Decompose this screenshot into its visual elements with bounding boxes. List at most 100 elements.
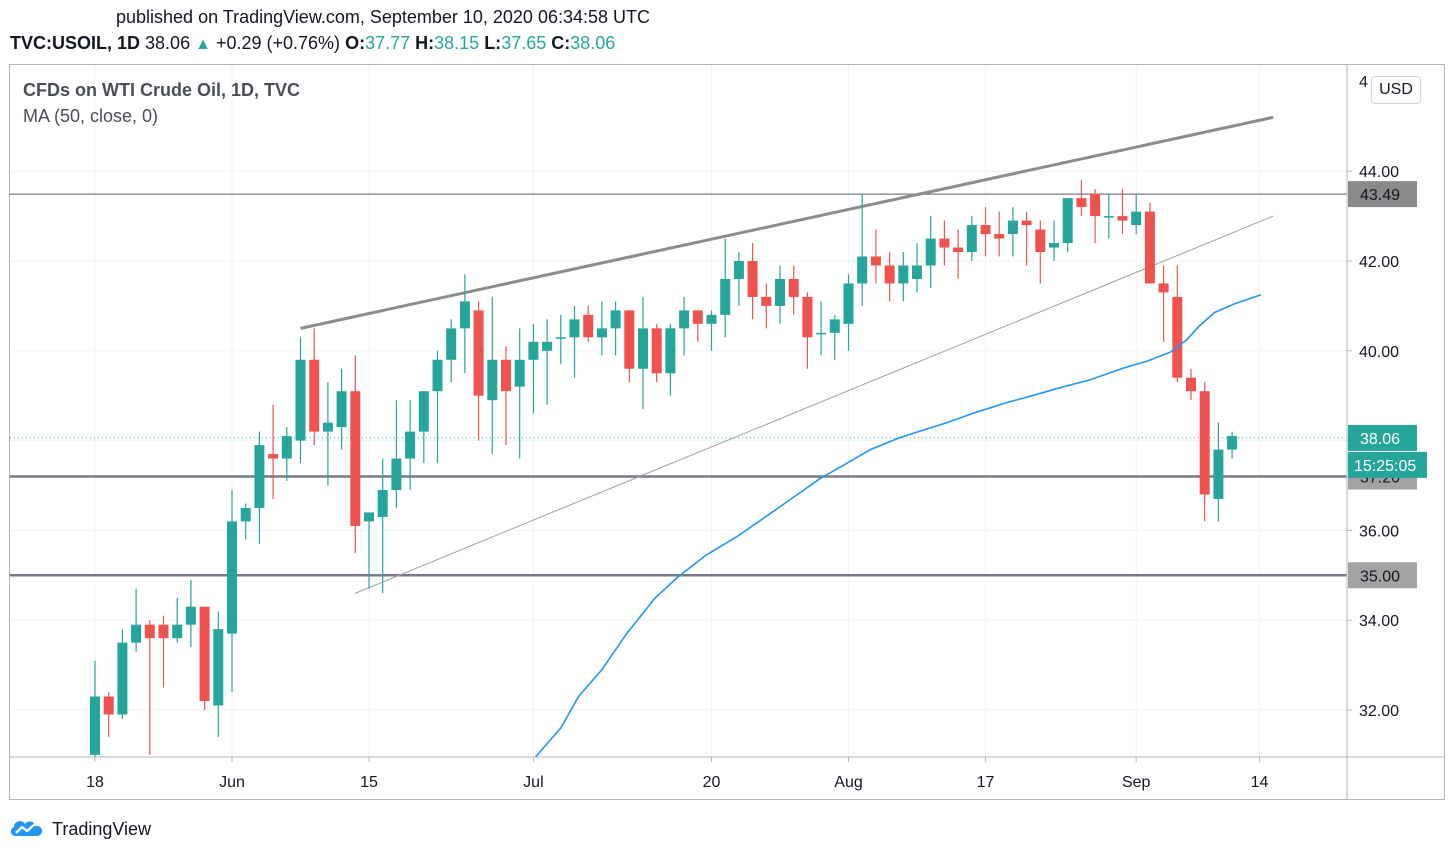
candle-bullish [281, 427, 292, 482]
candle-body [843, 283, 854, 324]
x-tick-label: 15 [360, 774, 378, 791]
candle-body [555, 337, 566, 339]
candle-body [870, 256, 881, 266]
candle-body [90, 696, 100, 755]
candle-body [665, 328, 676, 374]
candle-bearish [994, 211, 1005, 257]
candle-bullish [364, 512, 374, 589]
candle-bearish [1158, 265, 1169, 342]
candle-bullish [966, 216, 977, 261]
candle-body [583, 314, 594, 338]
candle-body [596, 328, 607, 338]
candle-bullish [912, 243, 922, 293]
candle-body [350, 391, 361, 526]
candle-body [103, 696, 114, 715]
candle-bullish [638, 296, 648, 410]
candle-body [1158, 283, 1169, 293]
candle-bullish [1131, 193, 1142, 235]
x-tick-label: 20 [703, 774, 721, 791]
candle-body [1103, 216, 1114, 218]
candle-bearish [501, 346, 511, 446]
candle-body [240, 507, 251, 522]
candle-bearish [1199, 382, 1210, 522]
candle-body [651, 328, 662, 374]
candle-body [309, 359, 320, 432]
price-level-badge-label: 35.00 [1360, 568, 1400, 585]
candle-body [158, 624, 169, 639]
x-tick-label: Jul [523, 774, 543, 791]
tradingview-logo[interactable]: TradingView [8, 816, 151, 842]
candle-bearish [473, 301, 484, 441]
candle-body [1172, 296, 1183, 378]
candle-body [1035, 229, 1046, 253]
candle-body [213, 629, 224, 706]
candle-bullish [172, 597, 183, 643]
candle-body [1021, 220, 1032, 226]
candle-bearish [350, 355, 361, 553]
x-tick-label: Sep [1122, 774, 1151, 791]
candle-bullish [925, 216, 936, 288]
low-label: L: [484, 33, 502, 53]
candle-body [1131, 211, 1142, 226]
candle-body [898, 265, 909, 284]
candle-body [185, 606, 196, 625]
candle-body [775, 278, 785, 306]
x-tick-label: 18 [86, 774, 104, 791]
candle-bearish [1172, 265, 1183, 383]
candle-bearish [309, 328, 320, 446]
candle-bullish [829, 314, 840, 360]
candle-body [1199, 391, 1210, 495]
high-value: 38.15 [434, 33, 480, 53]
price-level-badge-label: 43.49 [1360, 187, 1400, 204]
x-tick-label: 14 [1251, 774, 1269, 791]
candle-body [857, 256, 868, 284]
candle-body [268, 454, 279, 459]
candle-bearish [1144, 202, 1155, 284]
candle-bullish [1103, 193, 1114, 239]
candle-body [364, 512, 374, 522]
candle-body [144, 624, 155, 639]
candle-bullish [418, 391, 429, 464]
x-tick-label: Jun [219, 774, 245, 791]
candle-body [692, 310, 703, 324]
ohlc-bar: TVC:USOIL, 1D 38.06 ▲ +0.29 (+0.76%) O:3… [10, 33, 615, 54]
candle-bullish [898, 252, 909, 302]
y-tick-label: 44.00 [1359, 164, 1399, 181]
y-tick-label: 42.00 [1359, 254, 1399, 271]
x-tick-label: Aug [834, 774, 862, 791]
candle-body [912, 265, 922, 279]
candle-bullish [555, 314, 566, 365]
candle-bearish [1186, 368, 1196, 401]
candle-body [172, 624, 183, 639]
brand-name: TradingView [52, 818, 152, 839]
candle-bearish [158, 615, 169, 688]
published-note: published on TradingView.com, September … [116, 7, 651, 27]
candle-body [638, 328, 648, 369]
candle-body [966, 225, 977, 253]
open-value: 37.77 [365, 33, 411, 53]
y-tick-label: 36.00 [1359, 523, 1399, 540]
currency-button[interactable]: USD [1371, 76, 1421, 104]
candle-bullish [610, 301, 621, 356]
indicator-legend: MA (50, close, 0) [23, 106, 159, 126]
candle-bearish [1076, 180, 1087, 217]
candle-body [1144, 211, 1155, 284]
support-trendline [355, 215, 1274, 594]
candle-bearish [624, 310, 635, 383]
candle-body [487, 359, 498, 401]
candle-bearish [1035, 220, 1046, 284]
candle-bullish [816, 301, 827, 356]
candle-body [569, 319, 580, 338]
candle-bullish [720, 238, 731, 338]
candle-body [446, 328, 457, 360]
candle-bullish [665, 323, 676, 396]
candle-body [336, 391, 347, 428]
up-triangle-icon: ▲ [195, 36, 211, 53]
last-price-badge-label: 38.06 [1360, 431, 1400, 448]
change-value: +0.29 (+0.76%) [215, 33, 341, 53]
countdown-badge-label: 15:25:05 [1354, 458, 1416, 475]
candle-body [542, 341, 553, 351]
candle-bullish [1062, 198, 1073, 253]
candle-bearish [583, 305, 594, 342]
